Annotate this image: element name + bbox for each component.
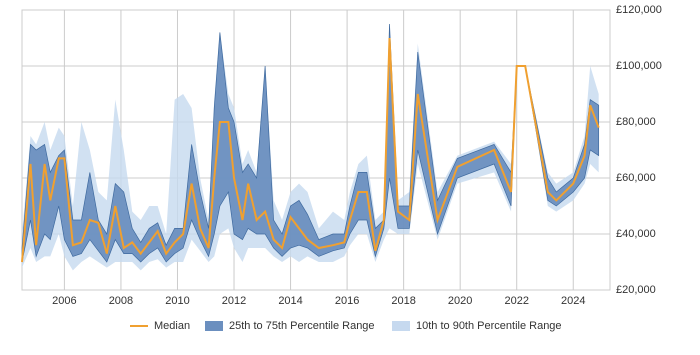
x-tick-label: 2014 xyxy=(278,295,302,307)
y-tick-label: £120,000 xyxy=(616,4,662,16)
percentile-band xyxy=(21,23,600,263)
legend-label: 25th to 75th Percentile Range xyxy=(229,320,375,332)
x-tick-label: 2022 xyxy=(504,295,528,307)
x-tick-label: 2006 xyxy=(52,295,76,307)
x-tick-label: 2010 xyxy=(165,295,189,307)
x-tick-label: 2020 xyxy=(448,295,472,307)
y-tick-label: £60,000 xyxy=(616,172,656,184)
x-tick-label: 2024 xyxy=(561,295,585,307)
legend-swatch xyxy=(392,321,410,331)
legend-label: 10th to 90th Percentile Range xyxy=(416,320,562,332)
x-tick-label: 2008 xyxy=(109,295,133,307)
y-tick-label: £20,000 xyxy=(616,284,656,296)
y-tick-label: £80,000 xyxy=(616,116,656,128)
x-tick-label: 2012 xyxy=(222,295,246,307)
y-tick-label: £40,000 xyxy=(616,228,656,240)
x-tick-label: 2016 xyxy=(335,295,359,307)
y-tick-label: £100,000 xyxy=(616,60,662,72)
legend-swatch xyxy=(205,321,223,331)
x-tick-label: 2018 xyxy=(391,295,415,307)
legend-label: Median xyxy=(154,320,190,332)
median-line xyxy=(21,37,600,263)
